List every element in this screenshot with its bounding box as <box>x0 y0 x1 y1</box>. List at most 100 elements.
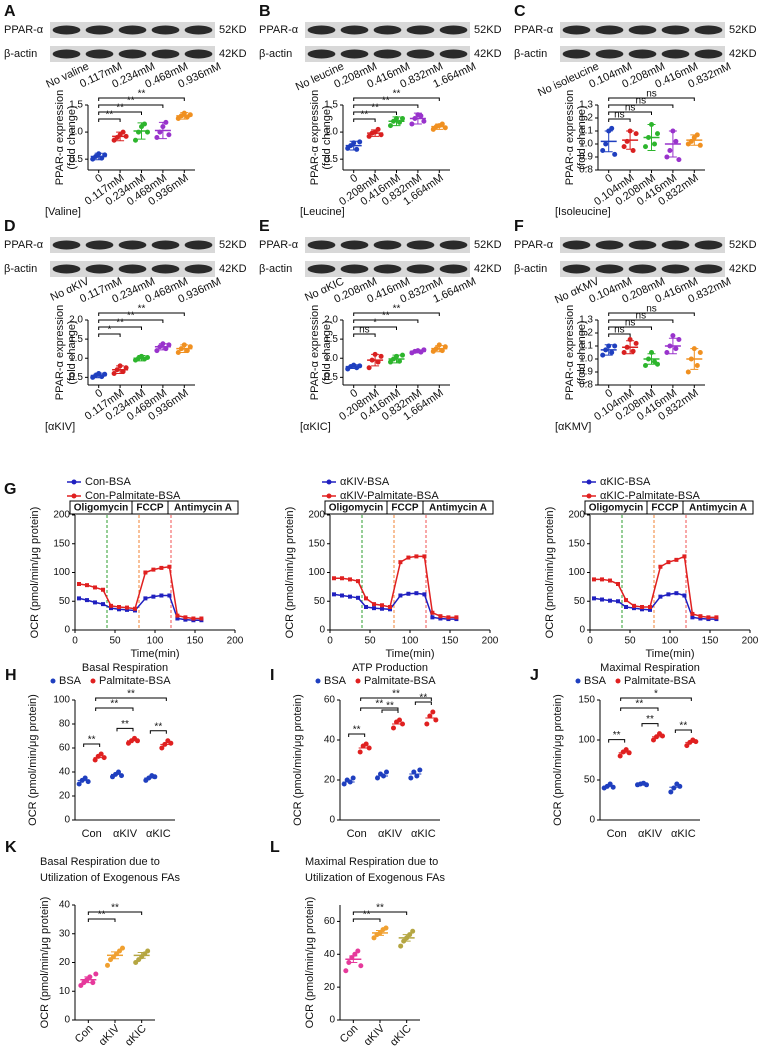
data-point <box>378 353 384 359</box>
significance-label: ** <box>361 110 369 121</box>
blot-band <box>52 240 81 250</box>
significance-label: ** <box>116 103 124 114</box>
blot-band <box>595 264 624 274</box>
error-bar <box>158 121 167 140</box>
significance-bracket <box>608 97 695 101</box>
y-axis-label: (fold change) <box>321 320 333 384</box>
y-axis-label: (fold change) <box>66 320 78 384</box>
blot-size: 42KD <box>474 48 502 60</box>
y-tick-label: 50 <box>574 596 586 607</box>
data-point <box>101 587 105 592</box>
blot-size: 52KD <box>729 239 757 251</box>
legend-marker <box>586 479 592 485</box>
data-point <box>388 605 392 609</box>
x-axis-label: [αKMV] <box>555 421 591 433</box>
data-point <box>414 773 420 779</box>
significance-label: ns <box>636 311 647 322</box>
phase-label: Oligomycin <box>329 503 383 514</box>
blot-band <box>118 25 147 35</box>
y-tick-label: 40 <box>324 949 336 960</box>
blot-band <box>439 240 468 250</box>
panel-letter: G <box>4 481 16 498</box>
data-point <box>414 554 419 559</box>
x-tick-label: 200 <box>482 636 499 647</box>
data-point <box>375 775 380 781</box>
blot-size: 52KD <box>474 239 502 251</box>
error-bar <box>349 140 358 151</box>
data-point <box>85 583 89 588</box>
data-point <box>697 350 703 355</box>
significance-bracket <box>98 111 142 115</box>
x-tick-label: 200 <box>742 636 759 647</box>
legend-label: αKIV-Palmitate-BSA <box>340 490 439 502</box>
panel-letter: F <box>514 218 524 235</box>
x-axis-label: [αKIV] <box>45 421 75 433</box>
phase-label: FCCP <box>391 503 419 514</box>
chart-title: Maximal Respiration due to <box>305 856 438 868</box>
error-bar <box>647 124 656 151</box>
error-bar <box>435 345 444 353</box>
data-point <box>673 346 679 352</box>
phase-box <box>422 500 494 515</box>
data-point <box>607 781 613 787</box>
data-point <box>380 606 384 611</box>
x-tick-label: αKIC <box>123 1023 149 1046</box>
data-point <box>167 564 172 569</box>
data-point <box>154 348 160 354</box>
data-point <box>632 603 636 608</box>
significance-bracket <box>353 104 419 108</box>
data-point <box>660 733 665 739</box>
x-tick-label: 0 <box>72 636 78 647</box>
y-tick-label: 200 <box>568 510 585 521</box>
blot-size: 42KD <box>729 263 757 275</box>
blot-band <box>595 25 624 35</box>
data-point <box>92 757 98 763</box>
y-tick-label: 100 <box>568 567 585 578</box>
legend-label: Palmitate-BSA <box>364 675 436 687</box>
significance-bracket <box>381 709 399 713</box>
legend-label: αKIC-BSA <box>600 476 651 488</box>
data-point <box>354 146 360 152</box>
significance-label: ** <box>386 701 394 712</box>
data-point <box>145 354 150 360</box>
error-bar <box>413 112 422 125</box>
y-tick-label: 0 <box>579 625 585 636</box>
y-axis-label: PPAR-α expression <box>564 90 576 185</box>
data-point <box>119 773 124 779</box>
data-point <box>341 781 347 787</box>
data-point <box>364 596 368 601</box>
legend-label: αKIC-Palmitate-BSA <box>600 490 701 502</box>
phase-label: Oligomycin <box>74 503 128 514</box>
y-tick-label: 40 <box>59 900 71 911</box>
y-tick-label: 100 <box>578 735 595 746</box>
blot-size: 52KD <box>219 24 247 36</box>
x-tick-label: αKIC <box>411 828 436 840</box>
legend-marker <box>71 479 77 485</box>
y-tick-label: 150 <box>578 695 595 706</box>
x-tick-label: 0 <box>587 636 593 647</box>
data-point <box>617 753 623 759</box>
error-bar <box>116 365 125 375</box>
data-point <box>411 769 417 775</box>
legend-label: BSA <box>324 675 347 687</box>
y-tick-label: 1.3 <box>579 100 593 111</box>
y-tick-label: 0.8 <box>579 380 593 391</box>
y-axis-label: OCR (pmol/min/μg protein) <box>544 507 556 639</box>
data-point <box>175 613 180 618</box>
blot-band <box>595 240 624 250</box>
data-point <box>651 737 656 743</box>
x-tick-label: αKIV <box>97 1022 123 1046</box>
significance-label: ** <box>138 89 146 100</box>
blot-band <box>85 49 114 59</box>
data-point <box>400 116 405 122</box>
legend-marker <box>315 678 321 684</box>
significance-bracket <box>608 333 631 337</box>
significance-label: ** <box>363 910 371 921</box>
data-point <box>151 594 156 599</box>
data-point <box>388 359 393 365</box>
data-point <box>592 577 596 582</box>
data-point <box>159 565 164 570</box>
data-point <box>685 369 691 375</box>
error-bar <box>376 929 384 936</box>
y-tick-label: 1.5 <box>324 100 338 111</box>
